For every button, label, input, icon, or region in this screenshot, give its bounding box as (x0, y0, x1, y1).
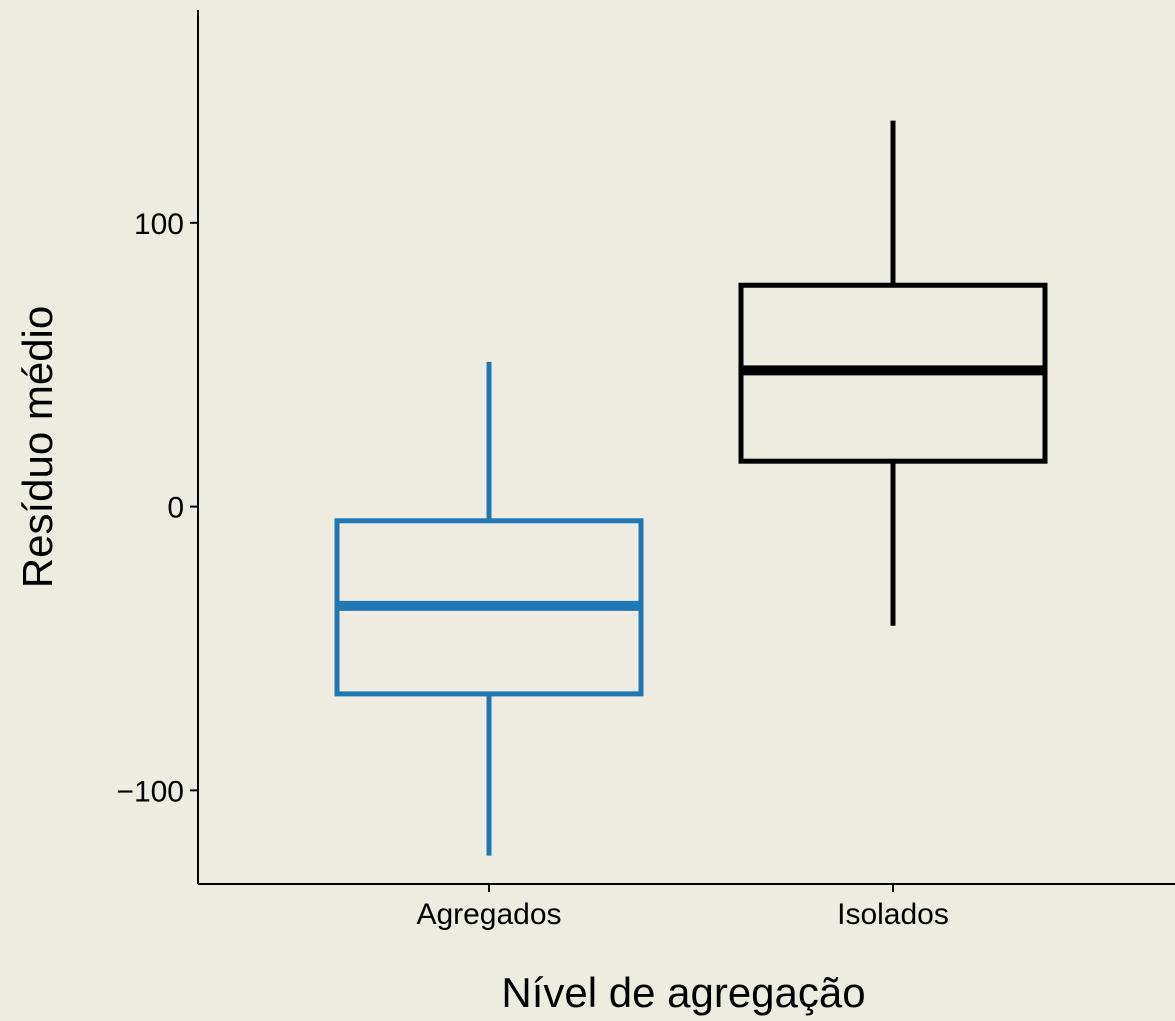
y-axis-title: Resíduo médio (14, 306, 61, 589)
x-tick-label: Agregados (416, 898, 561, 931)
x-ticks: Agregados Isolados (416, 884, 949, 931)
y-ticks: −100 0 100 (116, 208, 198, 808)
boxes-layer (334, 120, 1048, 856)
x-axis-title: Nível de agregação (501, 969, 865, 1016)
x-tick-label: Isolados (837, 898, 949, 931)
box-isolados (738, 120, 1048, 626)
y-tick-label: 0 (167, 492, 184, 525)
y-tick-label: 100 (134, 208, 184, 241)
box-agregados (334, 361, 644, 856)
y-tick-label: −100 (116, 775, 184, 808)
